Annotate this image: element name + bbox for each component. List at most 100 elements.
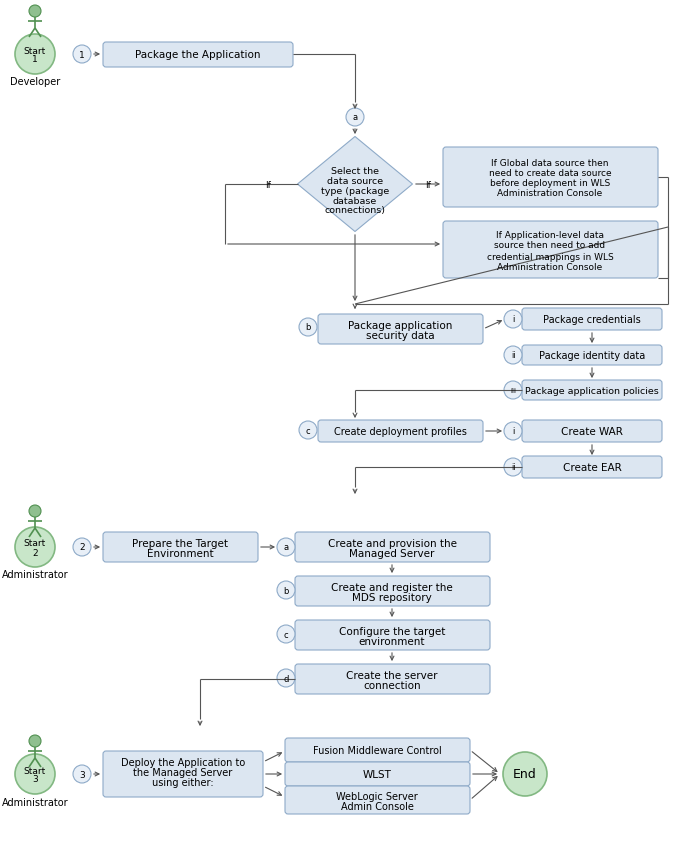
Circle shape xyxy=(73,538,91,556)
Circle shape xyxy=(504,346,522,364)
Text: 3: 3 xyxy=(79,769,85,779)
Text: the Managed Server: the Managed Server xyxy=(133,767,233,777)
Text: Configure the target: Configure the target xyxy=(338,626,445,636)
Text: 2: 2 xyxy=(79,543,85,552)
Text: credential mappings in WLS: credential mappings in WLS xyxy=(487,252,613,261)
Text: Start: Start xyxy=(24,46,46,55)
Text: Deploy the Application to: Deploy the Application to xyxy=(121,757,245,767)
Text: security data: security data xyxy=(366,331,435,340)
Circle shape xyxy=(277,581,295,600)
Text: Package application policies: Package application policies xyxy=(525,386,659,395)
Text: Select the: Select the xyxy=(331,166,379,176)
Text: need to create data source: need to create data source xyxy=(489,169,611,178)
Text: Package the Application: Package the Application xyxy=(135,50,261,61)
Text: Create deployment profiles: Create deployment profiles xyxy=(334,426,466,437)
FancyBboxPatch shape xyxy=(522,380,662,401)
FancyBboxPatch shape xyxy=(103,532,258,562)
Text: iii: iii xyxy=(510,387,516,393)
Circle shape xyxy=(15,754,55,794)
Circle shape xyxy=(29,6,41,18)
Circle shape xyxy=(504,381,522,399)
Text: WLST: WLST xyxy=(363,769,391,779)
Text: Package identity data: Package identity data xyxy=(539,351,645,361)
Text: b: b xyxy=(283,586,288,595)
Circle shape xyxy=(15,35,55,75)
Text: Start: Start xyxy=(24,539,46,548)
Text: type (package: type (package xyxy=(321,186,389,195)
FancyBboxPatch shape xyxy=(285,762,470,786)
FancyBboxPatch shape xyxy=(103,751,263,797)
Circle shape xyxy=(504,458,522,477)
FancyBboxPatch shape xyxy=(295,620,490,650)
Text: Admin Console: Admin Console xyxy=(341,801,414,811)
Text: using either:: using either: xyxy=(152,777,214,787)
Circle shape xyxy=(73,765,91,783)
FancyBboxPatch shape xyxy=(285,738,470,762)
Text: connections): connections) xyxy=(324,206,385,215)
FancyBboxPatch shape xyxy=(285,786,470,814)
Text: Prepare the Target: Prepare the Target xyxy=(132,538,228,548)
Text: 1: 1 xyxy=(79,50,85,60)
Circle shape xyxy=(73,46,91,64)
FancyBboxPatch shape xyxy=(295,532,490,562)
Text: If Global data source then: If Global data source then xyxy=(492,159,609,167)
FancyBboxPatch shape xyxy=(295,664,490,694)
Text: Administration Console: Administration Console xyxy=(498,264,603,272)
Text: b: b xyxy=(305,323,311,332)
FancyBboxPatch shape xyxy=(318,421,483,443)
Text: 2: 2 xyxy=(32,548,38,557)
Circle shape xyxy=(299,319,317,337)
Circle shape xyxy=(277,670,295,688)
Circle shape xyxy=(277,625,295,643)
Text: i: i xyxy=(512,315,515,324)
Text: before deployment in WLS: before deployment in WLS xyxy=(490,179,610,189)
Text: End: End xyxy=(513,768,537,780)
Text: a: a xyxy=(353,113,357,122)
Circle shape xyxy=(29,735,41,747)
Text: Environment: Environment xyxy=(147,548,213,559)
Text: database: database xyxy=(333,196,377,206)
Text: Fusion Middleware Control: Fusion Middleware Control xyxy=(313,746,441,755)
Text: If: If xyxy=(265,180,271,189)
Text: environment: environment xyxy=(359,636,425,647)
Text: Start: Start xyxy=(24,766,46,775)
Text: ii: ii xyxy=(510,351,515,360)
FancyBboxPatch shape xyxy=(443,222,658,279)
Text: d: d xyxy=(283,674,288,682)
Circle shape xyxy=(299,421,317,439)
Text: Administrator: Administrator xyxy=(1,797,68,807)
FancyBboxPatch shape xyxy=(443,148,658,208)
Text: Developer: Developer xyxy=(10,77,60,87)
Circle shape xyxy=(504,310,522,328)
Text: Create the server: Create the server xyxy=(346,670,438,680)
Text: WebLogic Server: WebLogic Server xyxy=(336,791,418,801)
FancyBboxPatch shape xyxy=(522,421,662,443)
Text: Create WAR: Create WAR xyxy=(561,426,623,437)
Text: c: c xyxy=(306,426,310,435)
Polygon shape xyxy=(297,137,412,232)
FancyBboxPatch shape xyxy=(522,456,662,479)
Text: source then need to add: source then need to add xyxy=(494,241,605,250)
Text: Create and register the: Create and register the xyxy=(331,583,453,592)
Circle shape xyxy=(504,422,522,440)
Text: 1: 1 xyxy=(32,55,38,65)
Text: Create EAR: Create EAR xyxy=(563,462,621,473)
Text: c: c xyxy=(284,630,288,639)
Circle shape xyxy=(277,538,295,556)
Text: If Application-level data: If Application-level data xyxy=(496,230,604,239)
FancyBboxPatch shape xyxy=(522,345,662,366)
Text: Package application: Package application xyxy=(348,321,452,331)
Text: If: If xyxy=(425,180,431,189)
Text: ii: ii xyxy=(510,463,515,472)
Text: Package credentials: Package credentials xyxy=(543,315,641,325)
Text: a: a xyxy=(284,543,288,552)
Circle shape xyxy=(346,109,364,127)
Text: Create and provision the: Create and provision the xyxy=(328,538,456,548)
FancyBboxPatch shape xyxy=(103,43,293,68)
FancyBboxPatch shape xyxy=(318,315,483,345)
Text: i: i xyxy=(512,427,515,436)
Circle shape xyxy=(29,506,41,518)
Text: Administrator: Administrator xyxy=(1,569,68,579)
FancyBboxPatch shape xyxy=(522,309,662,331)
Text: MDS repository: MDS repository xyxy=(352,592,432,602)
